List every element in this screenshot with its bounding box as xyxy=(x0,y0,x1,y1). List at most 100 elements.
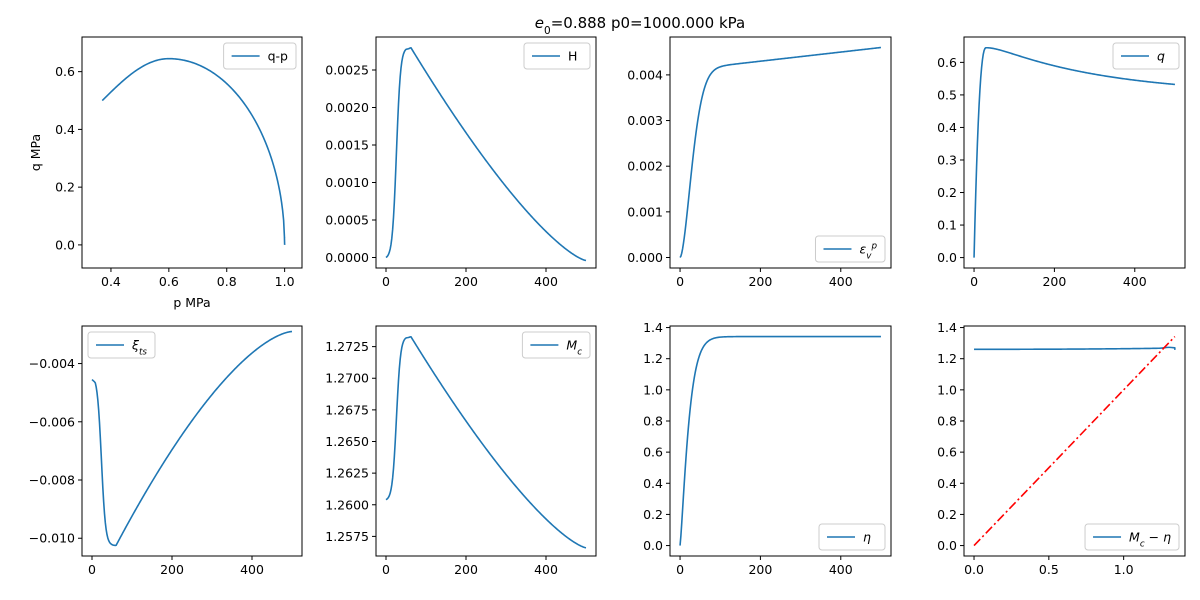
x-tick-label: 0.8 xyxy=(217,274,237,289)
legend-label: Mc xyxy=(566,338,582,358)
x-tick-label: 0.4 xyxy=(101,274,121,289)
y-tick-label: −0.010 xyxy=(29,531,75,546)
axes-frame xyxy=(669,325,892,557)
y-axis-label: q MPa xyxy=(28,134,43,171)
y-tick-label: 0.4 xyxy=(937,120,957,135)
y-tick-label: 1.4 xyxy=(643,320,663,335)
y-tick-label: 1.2600 xyxy=(325,497,369,512)
series-line-1 xyxy=(385,336,587,549)
legend-label: η xyxy=(863,530,871,545)
y-tick-label: 0.002 xyxy=(627,159,663,174)
y-tick-label: 0.3 xyxy=(937,152,957,167)
legend-box xyxy=(1084,523,1180,551)
x-tick-label: 200 xyxy=(748,274,772,289)
x-tick-label: 400 xyxy=(240,562,264,577)
x-tick-label: 0 xyxy=(382,562,390,577)
x-tick-label: 0.5 xyxy=(1039,562,1059,577)
x-tick-label: 0.0 xyxy=(964,562,984,577)
series-line-1 xyxy=(974,346,1176,351)
axes-frame xyxy=(81,36,303,269)
y-tick-label: 0.0010 xyxy=(325,175,369,190)
y-tick-label: 0.6 xyxy=(937,55,957,70)
y-tick-label: 0.6 xyxy=(937,445,957,460)
legend-box xyxy=(223,42,297,70)
subplot-5: 0 200 400 −0.004 −0.006 −0.008 −0.010 ξts xyxy=(29,325,303,577)
y-tick-label: 0.004 xyxy=(627,67,663,82)
axes-frame xyxy=(669,36,892,269)
y-tick-label: 0.0025 xyxy=(325,63,369,78)
y-tick-label: 1.2700 xyxy=(325,371,369,386)
y-tick-label: 0.000 xyxy=(627,250,663,265)
x-axis-label: p MPa xyxy=(173,295,210,310)
x-tick-label: 400 xyxy=(829,562,853,577)
legend: ξts xyxy=(87,331,156,359)
legend-label: εvp xyxy=(859,242,877,262)
x-tick-label: 400 xyxy=(1123,274,1147,289)
legend-label: q-p xyxy=(268,49,288,64)
subplot-3: 0 200 400 0.000 0.001 0.002 0.003 0.004 εvp xyxy=(627,36,892,289)
y-tick-label: 0.6 xyxy=(55,64,75,79)
y-tick-label: −0.006 xyxy=(29,414,75,429)
y-tick-label: 0.0020 xyxy=(325,100,369,115)
y-tick-label: 0.4 xyxy=(643,476,663,491)
y-tick-label: 0.5 xyxy=(937,87,957,102)
x-tick-label: 0 xyxy=(88,562,96,577)
subplot-2: 0 200 400 0.0000 0.0005 0.0010 0.0015 0.0020 0.0… xyxy=(325,36,597,289)
y-tick-label: 1.2 xyxy=(643,351,663,366)
x-tick-label: 0 xyxy=(676,562,684,577)
subplot-grid: 0.4 0.6 0.8 1.0 0.0 0.2 0.4 0.6 p MPa q MPa q-p 0 20… xyxy=(28,36,1186,577)
y-tick-label: 0.0000 xyxy=(325,250,369,265)
y-tick-label: 0.2 xyxy=(937,507,957,522)
y-tick-label: 1.0 xyxy=(937,382,957,397)
y-tick-label: 0.0 xyxy=(937,250,957,265)
series-line-1 xyxy=(973,46,1176,258)
y-tick-label: 0.0 xyxy=(55,237,75,252)
series-line-2 xyxy=(973,336,1176,547)
legend: εvp xyxy=(814,235,886,263)
legend: q-p xyxy=(223,42,297,70)
y-tick-label: 0.4 xyxy=(937,476,957,491)
axes-frame xyxy=(963,36,1186,269)
y-tick-label: −0.008 xyxy=(29,473,75,488)
y-tick-label: 0.2 xyxy=(643,507,663,522)
legend: Mc − η xyxy=(1084,523,1180,551)
series-line-1 xyxy=(385,47,587,262)
axes-frame xyxy=(963,325,1186,557)
series-line-1 xyxy=(101,57,286,246)
y-tick-label: 0.8 xyxy=(937,413,957,428)
x-tick-label: 200 xyxy=(160,562,184,577)
x-tick-label: 0.6 xyxy=(159,274,179,289)
subplot-8: 0.0 0.5 1.0 0.0 0.2 0.4 0.6 0.8 1.0 1.2 1.4 Mc − η xyxy=(937,320,1186,577)
x-tick-label: 0 xyxy=(676,274,684,289)
x-tick-label: 400 xyxy=(829,274,853,289)
x-tick-label: 400 xyxy=(534,562,558,577)
x-tick-label: 0 xyxy=(382,274,390,289)
x-tick-label: 200 xyxy=(748,562,772,577)
y-tick-label: 1.2 xyxy=(937,351,957,366)
y-tick-label: 1.2725 xyxy=(325,339,369,354)
x-tick-label: 200 xyxy=(454,562,478,577)
y-tick-label: 0.003 xyxy=(627,113,663,128)
subplot-6: 0 200 400 1.2575 1.2600 1.2625 1.2650 1.2675 1.2… xyxy=(325,325,597,577)
figure-title: e0=0.888 p0=1000.000 kPa xyxy=(535,14,745,37)
y-tick-label: 0.0005 xyxy=(325,213,369,228)
series-line-1 xyxy=(91,330,293,547)
legend: η xyxy=(818,523,886,551)
legend-label: ξts xyxy=(131,338,147,358)
subplot-4: 0 200 400 0.0 0.1 0.2 0.3 0.4 0.5 0.6 q xyxy=(937,36,1186,289)
x-tick-label: 200 xyxy=(1042,274,1066,289)
legend: H xyxy=(523,42,591,70)
subplot-7: 0 200 400 0.0 0.2 0.4 0.6 0.8 1.0 1.2 1.4 η xyxy=(643,320,892,577)
y-tick-label: 0.0015 xyxy=(325,138,369,153)
y-tick-label: 1.0 xyxy=(643,382,663,397)
x-tick-label: 0 xyxy=(970,274,978,289)
y-tick-label: 0.6 xyxy=(643,445,663,460)
y-tick-label: 0.2 xyxy=(937,185,957,200)
y-tick-label: 1.2625 xyxy=(325,466,369,481)
y-tick-label: 0.0 xyxy=(643,538,663,553)
y-tick-label: 1.2575 xyxy=(325,529,369,544)
x-tick-label: 1.0 xyxy=(275,274,295,289)
y-tick-label: −0.004 xyxy=(29,356,75,371)
y-tick-label: 0.1 xyxy=(937,218,957,233)
